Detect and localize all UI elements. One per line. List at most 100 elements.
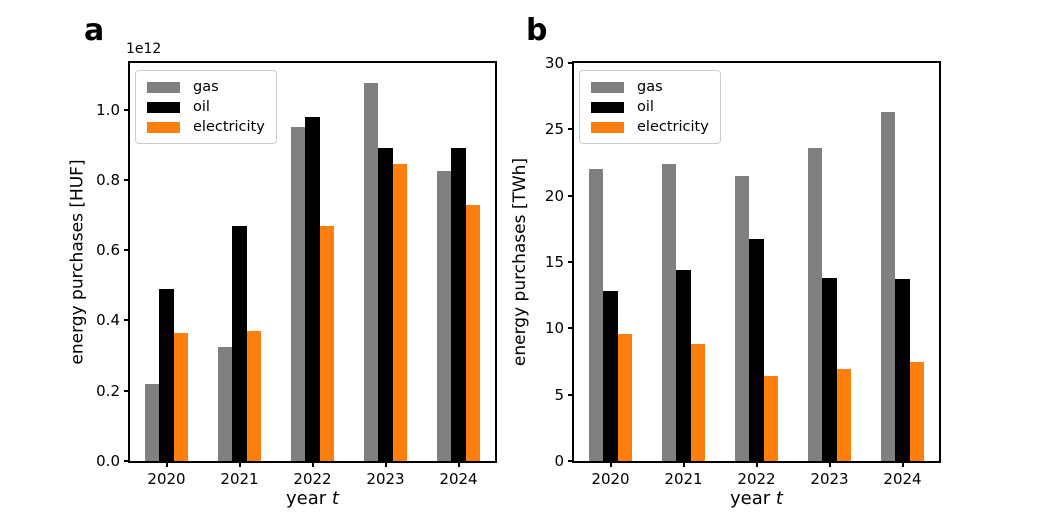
- bar-electricity-2020: [617, 333, 633, 461]
- y-tick-0: [568, 460, 572, 462]
- y-tick-label-0.6: 0.6: [96, 241, 120, 260]
- y-axis-offset-text: 1e12: [126, 41, 162, 57]
- x-tick-label-2021: 2021: [220, 470, 259, 488]
- legend-label-gas: gas: [193, 79, 219, 95]
- bar-electricity-2021: [246, 331, 262, 461]
- bar-electricity-2022: [763, 376, 779, 461]
- panel-b-letter: b: [526, 13, 548, 48]
- bar-gas-2022: [290, 127, 306, 461]
- legend-item-electricity: electricity: [147, 117, 265, 137]
- bar-oil-2022: [305, 116, 320, 461]
- y-tick-label-0.0: 0.0: [96, 452, 120, 470]
- y-tick-1.0: [124, 108, 128, 111]
- bar-oil-2022: [749, 239, 764, 461]
- y-tick-label-5: 5: [554, 385, 564, 404]
- y-tick-label-0.4: 0.4: [96, 311, 120, 330]
- legend-label-oil: oil: [193, 99, 210, 115]
- bar-gas-2020: [144, 383, 160, 461]
- legend-label-oil: oil: [637, 99, 654, 115]
- y-tick-15: [568, 261, 572, 263]
- bar-oil-2024: [895, 279, 910, 461]
- bar-oil-2023: [378, 148, 393, 461]
- legend-label-electricity: electricity: [637, 119, 709, 135]
- x-tick-2021: [682, 463, 685, 467]
- legend-label-electricity: electricity: [193, 119, 265, 135]
- x-tick-label-2022: 2022: [293, 470, 332, 488]
- legend-item-oil: oil: [147, 97, 265, 117]
- legend-label-gas: gas: [637, 79, 663, 95]
- bar-oil-2020: [603, 291, 618, 461]
- plot-area-a: gas oil electricity: [128, 61, 497, 463]
- panel-a-letter: a: [84, 13, 105, 48]
- x-tick-label-2020: 2020: [591, 470, 630, 488]
- y-tick-0.6: [124, 249, 128, 252]
- bar-electricity-2021: [690, 344, 706, 461]
- y-tick-label-1.0: 1.0: [96, 100, 120, 119]
- y-tick-5: [568, 393, 572, 396]
- legend-item-electricity: electricity: [591, 117, 709, 137]
- bar-electricity-2024: [465, 204, 481, 461]
- y-tick-25: [568, 128, 572, 131]
- legend-swatch-gas: [591, 81, 624, 93]
- x-tick-2022: [755, 463, 758, 467]
- bar-electricity-2022: [319, 225, 335, 461]
- bar-electricity-2023: [392, 164, 408, 461]
- bar-oil-2020: [159, 288, 174, 461]
- bar-electricity-2023: [836, 369, 852, 461]
- x-tick-2020: [165, 463, 168, 467]
- y-tick-label-30: 30: [544, 54, 564, 72]
- y-tick-20: [568, 194, 572, 197]
- y-tick-label-0.2: 0.2: [96, 381, 120, 400]
- x-tick-label-2021: 2021: [664, 470, 703, 488]
- legend-item-gas: gas: [147, 77, 265, 97]
- x-tick-2022: [311, 463, 314, 467]
- x-tick-label-2022: 2022: [737, 470, 776, 488]
- bar-gas-2021: [217, 346, 233, 461]
- bar-electricity-2024: [909, 361, 925, 461]
- bar-gas-2024: [880, 112, 896, 461]
- bar-gas-2024: [436, 171, 452, 461]
- y-tick-label-0.8: 0.8: [96, 170, 120, 189]
- x-tick-2020: [609, 463, 612, 467]
- legend-swatch-oil: [147, 101, 180, 113]
- y-tick-label-10: 10: [544, 319, 564, 338]
- x-tick-2021: [238, 463, 241, 467]
- y-tick-0.8: [124, 178, 128, 181]
- legend-swatch-gas: [147, 81, 180, 93]
- bar-oil-2021: [232, 225, 247, 461]
- y-axis-label-a: energy purchases [HUF]: [68, 159, 88, 365]
- plot-area-b: gas oil electricity: [572, 61, 941, 463]
- bar-gas-2023: [363, 83, 379, 461]
- bar-gas-2020: [588, 169, 604, 461]
- x-tick-2023: [384, 463, 387, 467]
- x-tick-2023: [828, 463, 831, 467]
- x-tick-label-2024: 2024: [883, 470, 922, 488]
- x-tick-label-2023: 2023: [810, 470, 849, 488]
- x-tick-label-2024: 2024: [439, 470, 478, 488]
- x-tick-2024: [901, 463, 904, 467]
- bar-oil-2024: [451, 148, 466, 461]
- x-tick-label-2020: 2020: [147, 470, 186, 488]
- y-tick-0.0: [124, 460, 128, 462]
- x-axis-label-b: year t: [730, 488, 783, 509]
- bar-oil-2021: [676, 269, 691, 461]
- legend-swatch-electricity: [591, 121, 624, 133]
- legend-swatch-oil: [591, 101, 624, 113]
- x-tick-2024: [457, 463, 460, 467]
- legend: gas oil electricity: [135, 70, 277, 144]
- y-tick-label-25: 25: [544, 120, 564, 139]
- y-tick-label-0: 0: [554, 452, 564, 470]
- y-tick-label-20: 20: [544, 186, 564, 205]
- legend-swatch-electricity: [147, 121, 180, 133]
- bar-electricity-2020: [173, 332, 189, 461]
- legend-item-oil: oil: [591, 97, 709, 117]
- bar-oil-2023: [822, 277, 837, 461]
- y-tick-0.2: [124, 389, 128, 392]
- y-tick-label-15: 15: [544, 253, 564, 271]
- y-tick-30: [568, 62, 572, 64]
- y-tick-0.4: [124, 319, 128, 322]
- legend: gas oil electricity: [579, 70, 721, 144]
- y-tick-10: [568, 327, 572, 330]
- bar-gas-2022: [734, 175, 750, 461]
